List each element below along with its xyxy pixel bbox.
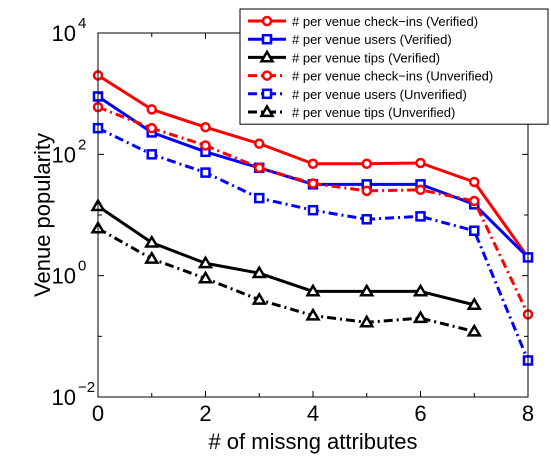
y-tick-label: 10 xyxy=(52,142,76,167)
data-point xyxy=(200,167,211,178)
y-axis-label: Venue popularity xyxy=(30,133,55,297)
data-point xyxy=(307,204,319,216)
y-tick-base: 10 xyxy=(52,385,76,410)
data-point xyxy=(412,310,429,324)
legend-label: # per venue check−ins (Unverified) xyxy=(292,69,493,84)
data-point xyxy=(200,121,211,133)
data-point xyxy=(359,314,375,328)
data-point xyxy=(361,214,372,225)
data-point xyxy=(197,270,214,284)
y-tick-base: 10 xyxy=(52,264,76,289)
data-point xyxy=(146,122,157,134)
data-point xyxy=(144,234,160,248)
data-point xyxy=(251,291,267,305)
y-tick-label: 10 xyxy=(52,385,76,410)
data-point xyxy=(361,158,372,169)
data-point xyxy=(307,178,319,189)
series-5 xyxy=(90,220,482,337)
data-point xyxy=(469,176,480,188)
series-line xyxy=(97,227,475,333)
legend-label: # per venue check−ins (Verified) xyxy=(292,14,478,29)
series-4 xyxy=(92,122,534,366)
x-axis-label: # of missng attributes xyxy=(208,429,417,454)
data-point xyxy=(466,323,482,337)
y-tick-label: 10 xyxy=(52,21,76,46)
series-3 xyxy=(92,101,534,320)
series-0 xyxy=(92,70,534,263)
x-tick-label: 2 xyxy=(199,401,211,426)
y-tick-base: 10 xyxy=(52,142,76,167)
data-point xyxy=(415,211,426,222)
legend-marker xyxy=(259,104,275,118)
y-tick-exponent: −2 xyxy=(78,379,95,396)
x-tick-label: 0 xyxy=(92,401,104,426)
data-point xyxy=(200,140,211,151)
legend-marker xyxy=(261,15,273,27)
legend-label: # per venue tips (Verified) xyxy=(292,50,440,65)
data-point xyxy=(305,307,321,321)
legend-label: # per venue tips (Unverified) xyxy=(292,105,455,120)
y-tick-exponent: 0 xyxy=(78,258,86,275)
legend-box xyxy=(239,8,549,125)
data-point xyxy=(359,283,375,297)
data-point xyxy=(146,104,157,115)
data-point xyxy=(466,296,482,310)
data-point xyxy=(254,192,265,204)
data-point xyxy=(307,158,319,169)
data-point xyxy=(254,162,265,174)
data-point xyxy=(254,138,265,149)
data-point xyxy=(251,265,267,279)
x-tick-label: 6 xyxy=(414,401,426,426)
data-point xyxy=(412,283,429,297)
data-point xyxy=(197,255,214,269)
legend-marker xyxy=(261,33,273,45)
legend-marker xyxy=(261,88,273,100)
y-tick-exponent: 4 xyxy=(78,15,86,32)
data-point xyxy=(415,184,426,196)
legend-label: # per venue users (Verified) xyxy=(292,32,452,47)
y-tick-base: 10 xyxy=(52,21,76,46)
legend-marker xyxy=(259,49,275,63)
data-point xyxy=(415,157,426,169)
series-line xyxy=(97,204,475,307)
y-tick-label: 10 xyxy=(52,264,76,289)
data-point xyxy=(144,250,160,264)
series-layer xyxy=(90,70,534,366)
x-tick-label: 8 xyxy=(522,401,534,426)
data-point xyxy=(469,195,480,207)
data-point xyxy=(469,225,480,237)
data-point xyxy=(305,283,321,297)
x-tick-label: 4 xyxy=(307,401,319,426)
legend-label: # per venue users (Unverified) xyxy=(292,87,467,102)
legend: # per venue check−ins (Verified) # per ve… xyxy=(239,8,549,125)
data-point xyxy=(361,185,372,197)
data-point xyxy=(146,149,157,160)
legend-marker xyxy=(261,70,273,81)
y-tick-exponent: 2 xyxy=(78,136,86,153)
